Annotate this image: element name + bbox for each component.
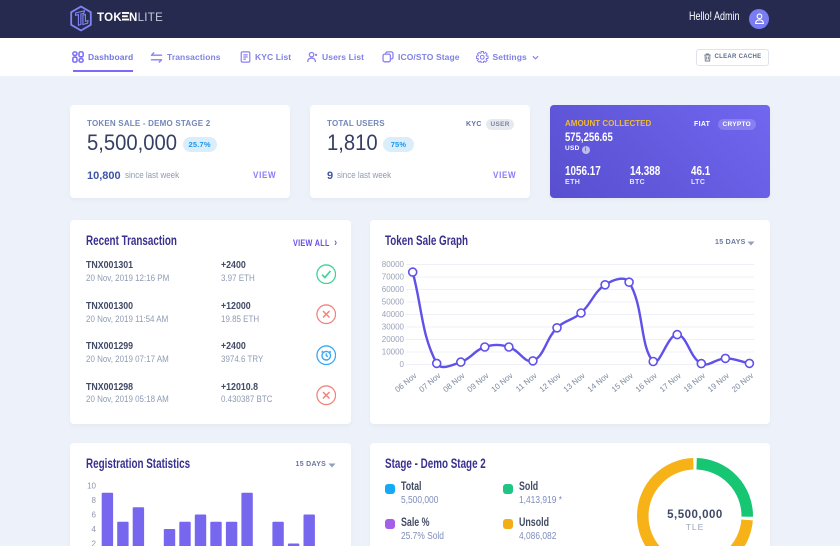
svg-text:17 Nov: 17 Nov (658, 371, 683, 394)
svg-text:TLE: TLE (686, 522, 705, 532)
svg-text:11 Nov: 11 Nov (514, 371, 539, 394)
svg-text:20000: 20000 (382, 335, 405, 344)
svg-text:6: 6 (92, 510, 97, 519)
svg-text:8: 8 (92, 496, 97, 505)
svg-text:10 Nov: 10 Nov (489, 371, 514, 394)
svg-text:06 Nov: 06 Nov (393, 371, 418, 394)
svg-text:0: 0 (400, 360, 405, 369)
svg-text:08 Nov: 08 Nov (441, 371, 466, 394)
svg-text:10000: 10000 (382, 348, 405, 357)
svg-text:16 Nov: 16 Nov (634, 371, 659, 394)
svg-text:13 Nov: 13 Nov (562, 371, 587, 394)
svg-text:60000: 60000 (382, 285, 405, 294)
svg-text:18 Nov: 18 Nov (682, 371, 707, 394)
svg-text:19 Nov: 19 Nov (706, 371, 731, 394)
svg-text:2: 2 (92, 539, 97, 546)
svg-text:07 Nov: 07 Nov (417, 371, 442, 394)
svg-text:5,500,000: 5,500,000 (667, 509, 723, 521)
svg-text:14 Nov: 14 Nov (586, 371, 611, 394)
svg-text:15 Nov: 15 Nov (610, 371, 635, 394)
svg-text:30000: 30000 (382, 323, 405, 332)
svg-text:10: 10 (87, 481, 96, 490)
svg-text:40000: 40000 (382, 310, 405, 319)
svg-text:09 Nov: 09 Nov (465, 371, 490, 394)
svg-text:20 Nov: 20 Nov (730, 371, 755, 394)
svg-text:80000: 80000 (382, 260, 405, 269)
svg-text:4: 4 (92, 525, 97, 534)
svg-text:12 Nov: 12 Nov (538, 371, 563, 394)
svg-text:50000: 50000 (382, 298, 405, 307)
svg-text:70000: 70000 (382, 273, 405, 282)
